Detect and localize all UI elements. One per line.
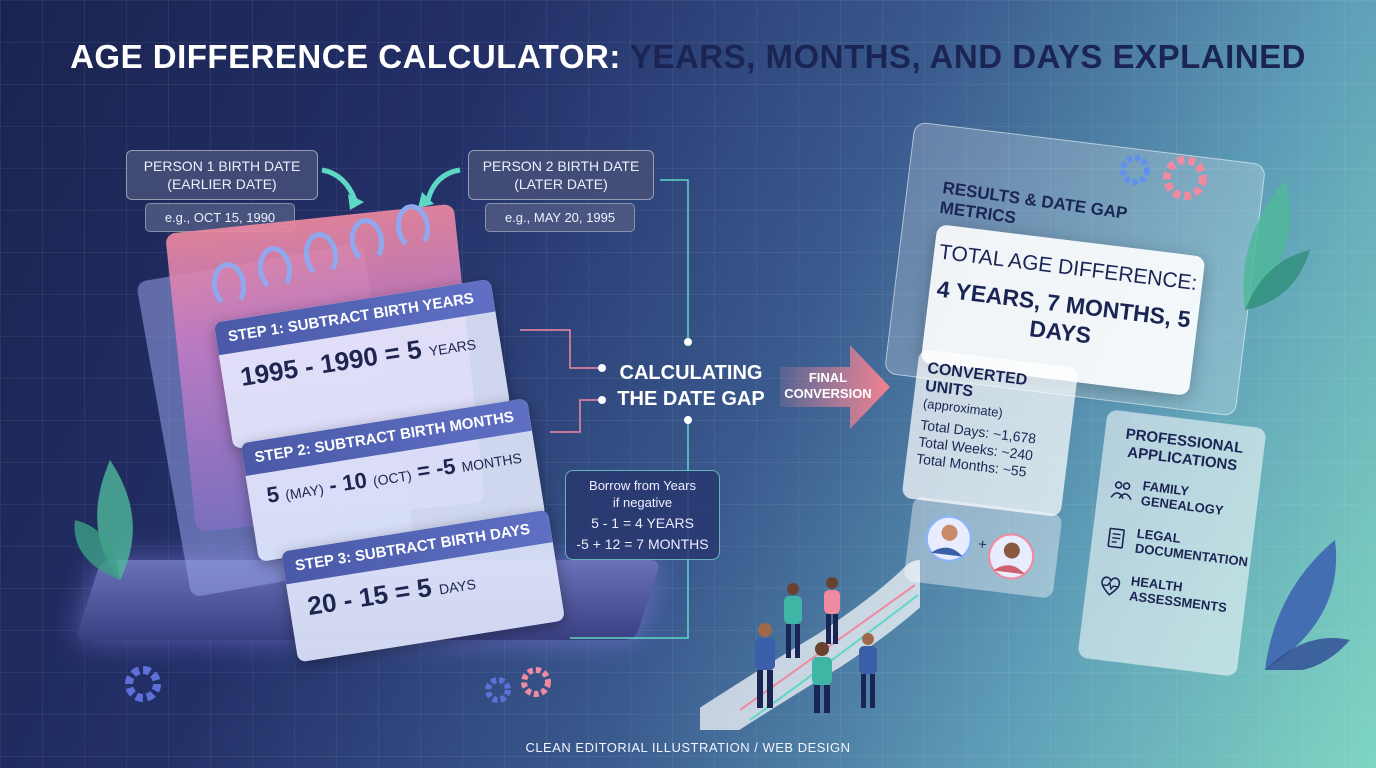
family-icon [1110, 481, 1132, 501]
step1-unit: YEARS [427, 336, 478, 360]
gear-icon [125, 666, 161, 702]
pro-item-legal: LEGAL DOCUMENTATION [1102, 522, 1249, 569]
borrow-calc1: 5 - 1 = 4 YEARS [591, 515, 694, 531]
heart-pulse-icon [1101, 576, 1121, 596]
leaf-icon [74, 460, 133, 580]
step2-expr-a: 5 [264, 481, 281, 508]
step2-expr-b: - 10 [327, 467, 369, 498]
step2-note-a: (MAY) [284, 481, 325, 503]
person1-label-line1: PERSON 1 BIRTH DATE [143, 158, 301, 174]
step2-note-b: (OCT) [371, 467, 413, 490]
center-label: CALCULATING THE DATE GAP [606, 360, 776, 412]
person-icon [755, 623, 775, 708]
center-line2: THE DATE GAP [617, 388, 765, 410]
professional-title: PROFESSIONAL APPLICATIONS [1114, 425, 1253, 477]
arrow-line2: CONVERSION [784, 386, 872, 401]
person1-label-line2: (EARLIER DATE) [167, 176, 277, 192]
svg-text:+: + [977, 535, 987, 552]
professional-applications-card: PROFESSIONAL APPLICATIONS FAMILY GENEALOG… [1077, 409, 1267, 677]
arrow-right-icon [425, 167, 461, 201]
leaf-icon [1265, 540, 1350, 670]
final-conversion-label: FINAL CONVERSION [778, 370, 878, 402]
footer-caption: CLEAN EDITORIAL ILLUSTRATION / WEB DESIG… [525, 740, 851, 755]
person1-example: e.g., OCT 15, 1990 [164, 210, 276, 225]
final-conversion-arrow-icon [780, 345, 890, 429]
pro-item-health: HEALTH ASSESSMENTS [1097, 569, 1236, 615]
pro-item-family: FAMILY GENEALOGY [1108, 474, 1247, 520]
person2-label-line2: (LATER DATE) [514, 176, 608, 192]
person2-label-box: PERSON 2 BIRTH DATE (LATER DATE) [468, 150, 654, 200]
borrow-line1: Borrow from Years [589, 478, 696, 493]
arrow-left-icon [321, 167, 358, 201]
avatars-icon: + [925, 515, 1035, 580]
gear-icon [485, 667, 551, 703]
person-icon [859, 633, 877, 708]
person1-label-box: PERSON 1 BIRTH DATE (EARLIER DATE) [126, 150, 318, 200]
person2-example-box: e.g., MAY 20, 1995 [485, 203, 635, 232]
borrow-calc2: -5 + 12 = 7 MONTHS [576, 536, 709, 552]
converted-units-card: CONVERTED UNITS (approximate) Total Days… [901, 348, 1079, 518]
leaf-icon [1243, 180, 1310, 310]
title-part2: YEARS, MONTHS, AND DAYS EXPLAINED [629, 38, 1306, 75]
title-part1: AGE DIFFERENCE CALCULATOR: [70, 38, 621, 75]
step3-unit: DAYS [437, 575, 477, 598]
person2-label-line1: PERSON 2 BIRTH DATE [482, 158, 640, 174]
person-icon [812, 642, 832, 713]
step2-expr-c: = -5 [415, 453, 458, 484]
person-icon [784, 583, 802, 658]
person2-example: e.g., MAY 20, 1995 [504, 210, 616, 225]
connector-lines [520, 179, 692, 639]
page-title: AGE DIFFERENCE CALCULATOR: YEARS, MONTHS… [0, 38, 1376, 76]
avatar-card: + [903, 496, 1063, 599]
gears-icon [1120, 155, 1207, 200]
person-icon [824, 577, 840, 644]
center-line1: CALCULATING [619, 362, 763, 384]
borrow-line2: if negative [612, 495, 673, 510]
input-arrows [321, 167, 461, 210]
document-icon [1107, 527, 1125, 549]
step3-expr: 20 - 15 = 5 [305, 571, 434, 622]
arrow-line1: FINAL [808, 370, 848, 385]
borrow-note-box: Borrow from Years if negative 5 - 1 = 4 … [565, 470, 720, 560]
